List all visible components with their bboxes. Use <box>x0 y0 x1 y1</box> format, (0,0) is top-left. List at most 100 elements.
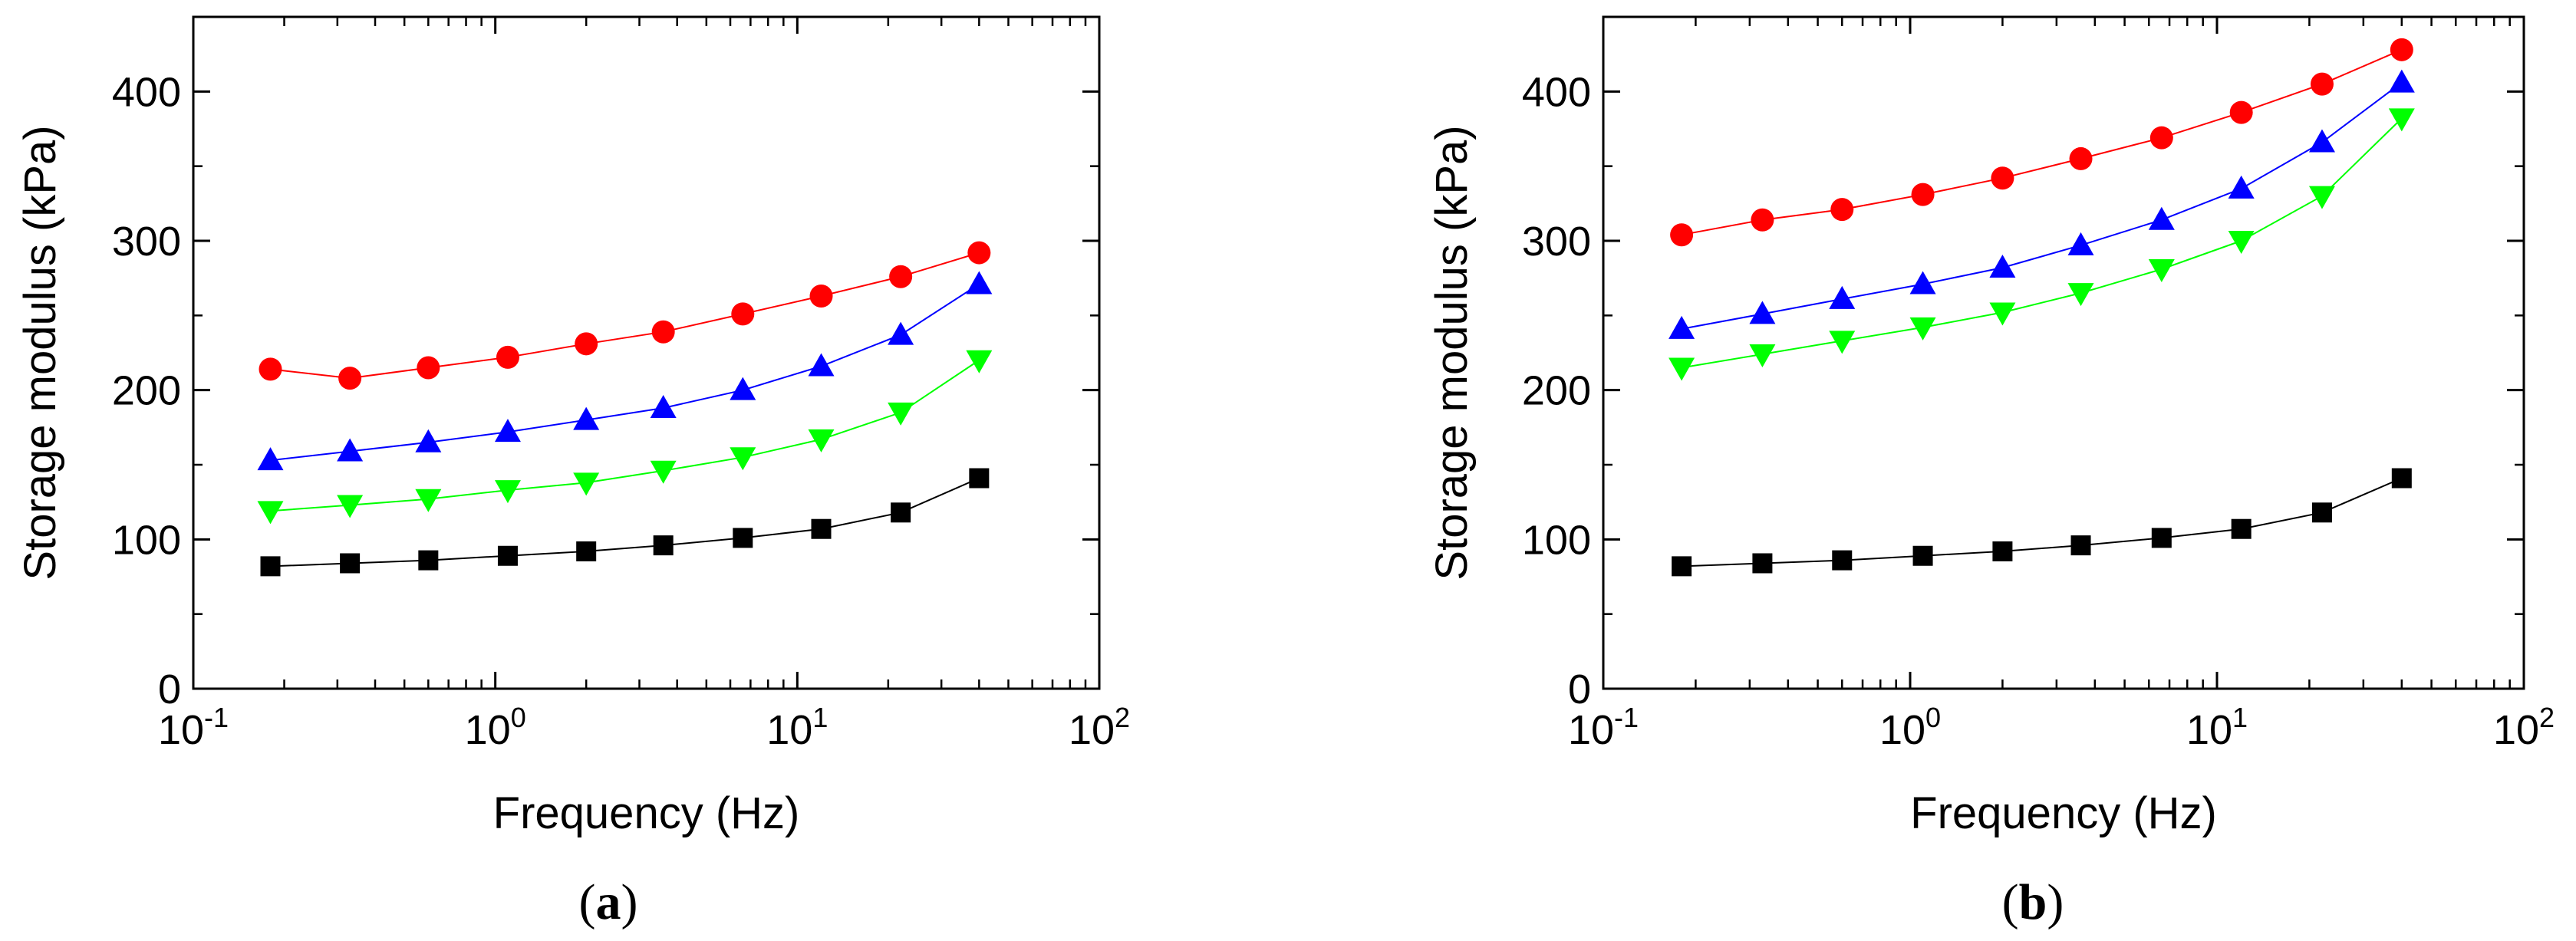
series-line <box>1681 117 2403 369</box>
data-point-square <box>260 556 281 577</box>
series-line <box>1682 477 2403 568</box>
panel-label-letter: a <box>596 874 621 930</box>
data-point-triangle-down <box>415 489 442 512</box>
data-point-square <box>497 545 518 566</box>
data-point-square <box>811 518 832 539</box>
data-point-triangle-up <box>966 271 993 294</box>
data-point-circle <box>731 302 755 326</box>
data-point-square <box>969 468 990 489</box>
x-tick-label-base: 10 <box>1879 707 1925 753</box>
y-tick-label: 300 <box>1522 219 1591 265</box>
series-line <box>1681 48 2403 236</box>
data-point-triangle-up <box>257 447 284 471</box>
x-tick-label-base: 10 <box>465 707 511 753</box>
x-tick-label-base: 10 <box>766 707 812 753</box>
x-tick-label: 101 <box>766 702 828 753</box>
x-tick-label-base: 10 <box>158 707 204 753</box>
x-tick-label-base: 10 <box>2493 707 2539 753</box>
data-point-circle <box>967 241 991 265</box>
x-tick-label: 102 <box>1069 702 1130 753</box>
data-point-circle <box>1830 198 1854 222</box>
data-point-triangle-down <box>1668 357 1695 381</box>
data-point-square <box>891 502 911 523</box>
x-tick-label-exponent: 0 <box>511 702 526 733</box>
data-point-triangle-up <box>415 429 442 452</box>
data-point-triangle-up <box>1829 285 1856 309</box>
data-point-circle <box>575 332 598 356</box>
x-tick-label-exponent: -1 <box>204 702 229 733</box>
data-point-circle <box>2149 126 2173 150</box>
x-tick-label-base: 10 <box>1069 707 1115 753</box>
data-point-triangle-down <box>2388 108 2415 132</box>
data-point-triangle-up <box>494 419 521 443</box>
data-point-circle <box>259 357 282 381</box>
panel-label-letter: b <box>2019 874 2047 930</box>
data-point-triangle-down <box>2148 258 2175 282</box>
data-point-circle <box>889 265 913 288</box>
data-point-circle <box>2310 72 2334 96</box>
y-tick-label: 0 <box>158 666 181 712</box>
y-tick-label: 0 <box>1568 666 1591 712</box>
x-tick-label-exponent: 2 <box>2539 702 2555 733</box>
series-triangle-down <box>257 350 993 525</box>
data-point-square <box>418 550 439 571</box>
series-line <box>1681 81 2403 330</box>
data-point-circle <box>651 320 675 344</box>
data-point-circle <box>496 345 519 369</box>
data-point-triangle-down <box>573 472 600 496</box>
data-point-square <box>2231 518 2252 539</box>
panel-label-close: ) <box>621 874 638 930</box>
series-circle <box>259 241 991 390</box>
x-tick-label: 100 <box>465 702 526 753</box>
data-point-circle <box>1991 166 2014 190</box>
data-point-square <box>1832 550 1853 571</box>
y-tick-label: 200 <box>112 368 181 414</box>
plot-frame <box>192 15 1101 690</box>
data-point-triangle-down <box>1909 317 1936 341</box>
panel-label-close: ) <box>2047 874 2064 930</box>
data-point-triangle-down <box>650 460 677 484</box>
data-point-square <box>2151 528 2172 548</box>
data-point-triangle-down <box>494 480 521 504</box>
data-point-circle <box>1911 183 1935 206</box>
data-point-circle <box>338 367 362 390</box>
data-point-triangle-down <box>1989 302 2016 326</box>
y-tick-label: 100 <box>112 517 181 563</box>
x-tick-label-exponent: 1 <box>812 702 828 733</box>
data-point-triangle-up <box>573 406 600 430</box>
data-point-circle <box>1670 223 1694 247</box>
x-tick-label-base: 10 <box>1568 707 1614 753</box>
panel-label: (b) <box>2002 874 2064 930</box>
y-tick-label: 100 <box>1522 517 1591 563</box>
x-tick-label-exponent: 2 <box>1115 702 1130 733</box>
data-point-triangle-up <box>730 377 756 400</box>
y-tick-label: 400 <box>112 69 181 115</box>
data-point-circle <box>1751 208 1774 232</box>
panel-label-open: ( <box>579 874 596 930</box>
data-point-square <box>1752 553 1773 574</box>
x-tick-label: 10-1 <box>1568 702 1639 753</box>
data-point-square <box>1672 556 1692 577</box>
x-tick-label: 10-1 <box>158 702 229 753</box>
data-point-circle <box>417 356 440 380</box>
data-point-triangle-down <box>1829 331 1856 354</box>
x-tick-label-exponent: 1 <box>2232 702 2248 733</box>
data-point-triangle-up <box>2067 232 2094 255</box>
data-point-triangle-down <box>1749 344 1776 367</box>
data-point-triangle-up <box>2388 69 2415 93</box>
data-point-triangle-up <box>2228 175 2255 199</box>
y-axis-title: Storage modulus (kPa) <box>1427 125 1477 580</box>
data-point-square <box>576 541 597 561</box>
series-line <box>270 252 980 380</box>
data-point-triangle-down <box>966 350 993 373</box>
panel-label-open: ( <box>2002 874 2019 930</box>
data-point-triangle-up <box>888 321 914 345</box>
y-tick-label: 300 <box>112 219 181 265</box>
x-axis-title: Frequency (Hz) <box>1910 788 2217 838</box>
data-point-triangle-down <box>888 402 914 426</box>
series-triangle-up <box>1668 69 2415 339</box>
data-point-triangle-down <box>2228 231 2255 254</box>
y-tick-label: 400 <box>1522 69 1591 115</box>
